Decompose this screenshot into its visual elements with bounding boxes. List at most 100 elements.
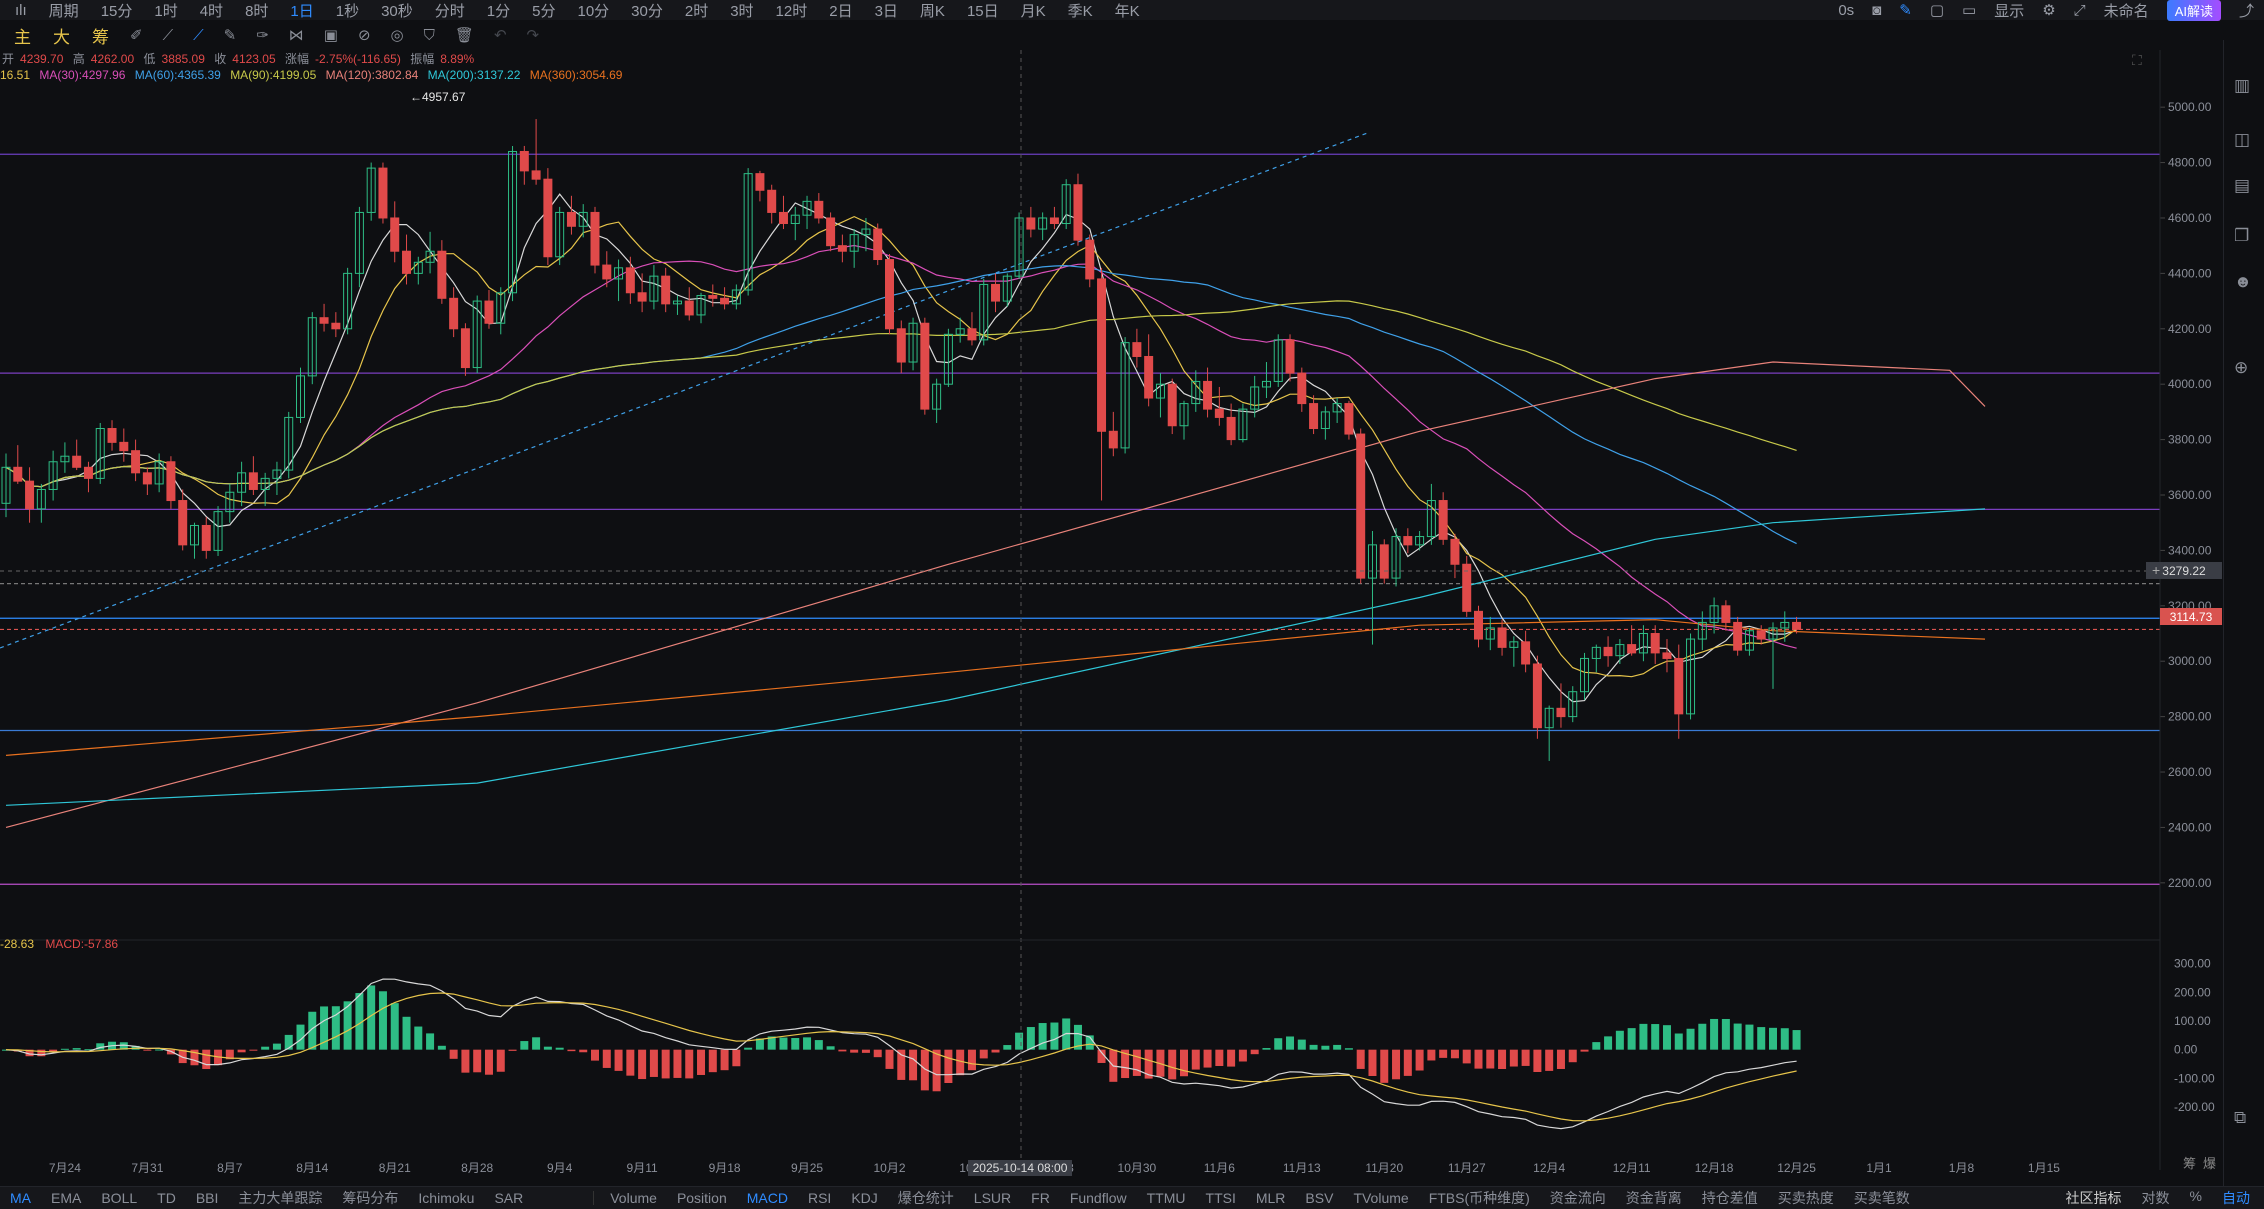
trendline[interactable] bbox=[0, 131, 1371, 649]
main-chart-toggle[interactable]: 主 bbox=[14, 27, 31, 47]
ind-ttmu[interactable]: TTMU bbox=[1146, 1190, 1186, 1206]
depth-icon[interactable]: ▤ bbox=[2234, 176, 2251, 195]
ind-bsv[interactable]: BSV bbox=[1305, 1190, 1334, 1206]
period-30s[interactable]: 30秒 bbox=[381, 2, 413, 20]
filter-icon[interactable]: ⛉ bbox=[423, 26, 435, 44]
log-scale-toggle[interactable]: 对数 bbox=[2141, 1190, 2170, 1206]
share-icon[interactable]: ⤴ bbox=[2238, 2, 2254, 20]
ind-trade-count[interactable]: 买卖笔数 bbox=[1853, 1190, 1910, 1206]
lock-icon[interactable]: ▣ bbox=[323, 27, 338, 44]
period-2h[interactable]: 2时 bbox=[684, 2, 709, 20]
period-1s[interactable]: 1秒 bbox=[335, 2, 360, 20]
menu-icon[interactable]: ılı bbox=[15, 1, 27, 19]
ind-rsi[interactable]: RSI bbox=[807, 1190, 832, 1206]
period-week[interactable]: 周K bbox=[919, 2, 945, 20]
ind-macd[interactable]: MACD bbox=[746, 1190, 788, 1206]
period-year[interactable]: 年K bbox=[1114, 2, 1140, 20]
layout-icon[interactable]: ▭ bbox=[1962, 2, 1977, 19]
ind-oi-diff[interactable]: 持仓差值 bbox=[1701, 1190, 1758, 1206]
percent-toggle[interactable]: % bbox=[2189, 1188, 2202, 1204]
period-4h[interactable]: 4时 bbox=[199, 2, 224, 20]
price-tick-label: 4800.00 bbox=[2168, 156, 2212, 170]
ind-kdj[interactable]: KDJ bbox=[851, 1190, 878, 1206]
ind-volume[interactable]: Volume bbox=[610, 1190, 657, 1206]
ai-interpret-button[interactable]: AI解读 bbox=[2166, 0, 2221, 21]
macd-bar bbox=[508, 1049, 517, 1051]
camera-icon[interactable]: ◙ bbox=[1872, 1, 1882, 19]
ruler-icon[interactable]: ⟋ bbox=[162, 26, 174, 44]
period-quarter[interactable]: 季K bbox=[1067, 2, 1093, 20]
period-30m[interactable]: 30分 bbox=[631, 2, 663, 20]
ind-ma[interactable]: MA bbox=[10, 1190, 31, 1206]
ind-ttsi[interactable]: TTSI bbox=[1205, 1190, 1236, 1206]
window-icon[interactable]: ⧉ bbox=[2234, 1108, 2247, 1127]
fullscreen-icon[interactable]: ⤢ bbox=[2073, 1, 2086, 19]
auto-scale-toggle[interactable]: 自动 bbox=[2222, 1190, 2250, 1206]
period-1m[interactable]: 1分 bbox=[486, 2, 511, 20]
ind-ftbs[interactable]: FTBS(币种维度) bbox=[1428, 1190, 1530, 1206]
period-3h[interactable]: 3时 bbox=[730, 2, 754, 20]
pencil-icon[interactable]: ✎ bbox=[223, 27, 237, 44]
macd-bar bbox=[190, 1049, 199, 1066]
period-15d[interactable]: 15日 bbox=[966, 2, 999, 20]
pattern-icon[interactable]: ⋈ bbox=[288, 27, 304, 44]
macd-bar bbox=[1415, 1049, 1424, 1071]
period-dropdown[interactable]: 周期 bbox=[48, 2, 79, 20]
period-1d[interactable]: 1日 bbox=[290, 2, 314, 20]
cards-icon[interactable]: ❐ bbox=[2234, 226, 2250, 245]
ind-mlr[interactable]: MLR bbox=[1255, 1190, 1286, 1206]
period-timeline[interactable]: 分时 bbox=[434, 2, 465, 20]
grid-icon[interactable]: ▥ bbox=[2234, 76, 2251, 95]
ind-chip[interactable]: 筹码分布 bbox=[342, 1190, 399, 1206]
globe-icon[interactable]: ⊕ bbox=[2234, 358, 2249, 377]
settings-icon[interactable]: ⚙ bbox=[2042, 2, 2056, 19]
large-order-toggle[interactable]: 大 bbox=[53, 27, 70, 47]
pen-icon[interactable]: ✎ bbox=[1899, 2, 1912, 19]
trendline-icon[interactable]: ⟋ bbox=[193, 26, 204, 44]
ind-large-order[interactable]: 主力大单跟踪 bbox=[238, 1190, 323, 1206]
ind-fundflow[interactable]: Fundflow bbox=[1069, 1190, 1127, 1206]
brush-icon[interactable]: ✑ bbox=[256, 27, 269, 44]
edit-icon[interactable]: ✐ bbox=[130, 27, 143, 44]
ind-td[interactable]: TD bbox=[157, 1190, 176, 1206]
trash-icon[interactable]: 🗑 bbox=[454, 27, 474, 44]
ind-bbi[interactable]: BBI bbox=[195, 1190, 219, 1206]
redo-icon[interactable]: ↷ bbox=[526, 27, 540, 44]
candle-body bbox=[95, 428, 105, 479]
bot-icon[interactable]: ☻ bbox=[2234, 272, 2252, 291]
ind-tvolume[interactable]: TVolume bbox=[1353, 1190, 1409, 1206]
period-15m[interactable]: 15分 bbox=[100, 2, 133, 20]
period-month[interactable]: 月K bbox=[1020, 2, 1046, 20]
chips-toggle[interactable]: 筹 bbox=[92, 27, 109, 47]
period-10m[interactable]: 10分 bbox=[577, 2, 610, 20]
ind-boll[interactable]: BOLL bbox=[101, 1190, 138, 1206]
ind-ichimoku[interactable]: Ichimoku bbox=[418, 1190, 475, 1206]
ind-ema[interactable]: EMA bbox=[51, 1190, 82, 1206]
period-3d[interactable]: 3日 bbox=[874, 2, 898, 20]
layout-name-dropdown[interactable]: 未命名 bbox=[2103, 2, 2149, 20]
period-1h[interactable]: 1时 bbox=[154, 2, 178, 20]
chart-icon[interactable]: ◫ bbox=[2234, 130, 2251, 149]
magnet-icon[interactable]: ◎ bbox=[390, 27, 404, 44]
candlestick-chart[interactable]: 5000.00 4800.00 4600.00 4400.00 4200.00 4000.… bbox=[0, 50, 2224, 1190]
period-2d[interactable]: 2日 bbox=[829, 2, 853, 20]
period-8h[interactable]: 8时 bbox=[245, 2, 269, 20]
period-12h[interactable]: 12时 bbox=[775, 2, 808, 20]
link-icon[interactable]: ⊘ bbox=[357, 27, 371, 44]
period-5m[interactable]: 5分 bbox=[532, 2, 556, 20]
community-indicators-button[interactable]: 社区指标 bbox=[2065, 1190, 2122, 1206]
ind-capital-flow[interactable]: 资金流向 bbox=[1549, 1190, 1606, 1206]
ind-capital-divergence[interactable]: 资金背离 bbox=[1625, 1190, 1682, 1206]
ind-lsur[interactable]: LSUR bbox=[973, 1190, 1012, 1206]
square-icon[interactable]: ▢ bbox=[1929, 2, 1944, 19]
ind-position[interactable]: Position bbox=[676, 1190, 727, 1206]
low-value: 3885.09 bbox=[161, 52, 205, 66]
display-button[interactable]: 显示 bbox=[1994, 2, 2025, 20]
ind-sar[interactable]: SAR bbox=[494, 1190, 524, 1206]
candle-body bbox=[1462, 563, 1472, 612]
undo-icon[interactable]: ↶ bbox=[493, 27, 507, 44]
macd-bar bbox=[567, 1049, 576, 1052]
ind-liquidation[interactable]: 爆仓统计 bbox=[897, 1190, 954, 1206]
ind-fr[interactable]: FR bbox=[1031, 1190, 1050, 1206]
ind-heat[interactable]: 买卖热度 bbox=[1777, 1190, 1834, 1206]
